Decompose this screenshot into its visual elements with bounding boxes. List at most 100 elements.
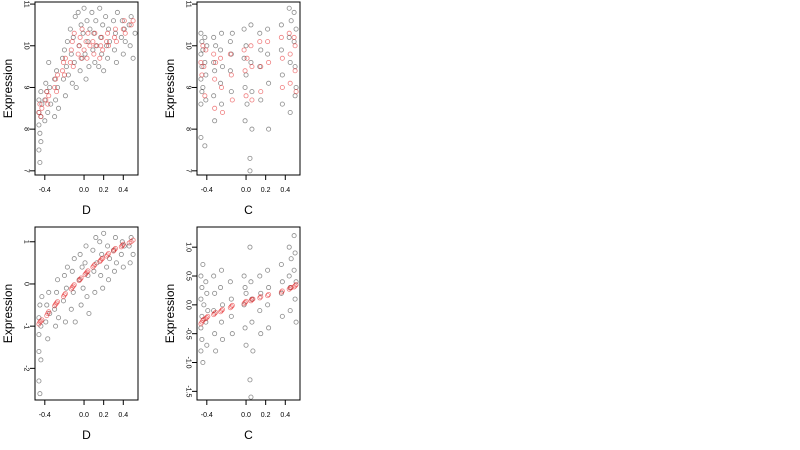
observed-point bbox=[43, 319, 49, 325]
fitted-point bbox=[242, 300, 248, 306]
observed-point bbox=[77, 251, 83, 257]
observed-point bbox=[69, 268, 75, 274]
fitted-point bbox=[205, 313, 211, 319]
observed-point bbox=[87, 26, 93, 32]
observed-point bbox=[63, 285, 69, 291]
fitted-point bbox=[278, 289, 284, 295]
fitted-point bbox=[70, 283, 76, 289]
observed-point bbox=[84, 294, 90, 300]
fitted-point bbox=[291, 34, 297, 40]
fitted-point bbox=[250, 296, 256, 302]
fitted-point bbox=[53, 76, 59, 82]
observed-point bbox=[38, 139, 44, 145]
observed-point bbox=[36, 332, 42, 338]
observed-point bbox=[227, 279, 233, 285]
observed-point bbox=[286, 5, 292, 11]
observed-point bbox=[45, 109, 51, 115]
fitted-point bbox=[78, 55, 84, 61]
series-fitted bbox=[36, 18, 136, 120]
fitted-point bbox=[227, 51, 233, 57]
observed-point bbox=[53, 323, 59, 329]
x-tick-label: -0.4 bbox=[39, 187, 51, 194]
fitted-point bbox=[91, 51, 97, 57]
observed-point bbox=[84, 18, 90, 24]
observed-point bbox=[105, 243, 111, 249]
observed-point bbox=[199, 89, 205, 95]
fitted-point bbox=[111, 34, 117, 40]
fitted-point bbox=[69, 39, 75, 45]
observed-point bbox=[110, 18, 116, 24]
y-axis-label: Expression bbox=[1, 284, 15, 343]
observed-point bbox=[227, 39, 233, 45]
observed-point bbox=[266, 80, 272, 86]
observed-point bbox=[43, 80, 49, 86]
y-tick-label: 0.5 bbox=[185, 271, 192, 281]
observed-point bbox=[247, 244, 253, 250]
observed-point bbox=[98, 273, 104, 279]
fitted-point bbox=[70, 64, 76, 70]
fitted-point bbox=[243, 298, 249, 304]
fitted-point bbox=[202, 93, 208, 99]
observed-point bbox=[60, 298, 66, 304]
observed-point bbox=[89, 9, 95, 15]
observed-point bbox=[248, 22, 254, 28]
fitted-point bbox=[76, 43, 82, 49]
fitted-point bbox=[257, 39, 263, 45]
observed-point bbox=[199, 285, 205, 291]
observed-point bbox=[198, 273, 204, 279]
observed-point bbox=[247, 168, 253, 174]
y-tick-label: 11 bbox=[22, 0, 29, 7]
observed-point bbox=[292, 93, 298, 99]
observed-point bbox=[47, 84, 53, 90]
observed-point bbox=[247, 155, 253, 161]
observed-point bbox=[198, 296, 204, 302]
observed-point bbox=[103, 14, 109, 20]
fitted-point bbox=[113, 39, 119, 45]
fitted-point bbox=[279, 55, 285, 61]
observed-point bbox=[278, 22, 284, 28]
observed-point bbox=[291, 233, 297, 239]
fitted-point bbox=[287, 80, 293, 86]
fitted-point bbox=[228, 304, 234, 310]
fitted-point bbox=[54, 89, 60, 95]
fitted-point bbox=[71, 282, 77, 288]
observed-point bbox=[82, 260, 88, 266]
observed-point bbox=[39, 294, 45, 300]
y-tick-label: 7 bbox=[22, 169, 29, 173]
fitted-point bbox=[87, 43, 93, 49]
observed-point bbox=[36, 147, 42, 153]
observed-point bbox=[60, 76, 66, 82]
y-tick-label: 1.0 bbox=[184, 242, 191, 252]
series-fitted bbox=[198, 30, 299, 115]
fitted-point bbox=[105, 252, 111, 258]
observed-point bbox=[293, 26, 299, 32]
observed-point bbox=[292, 296, 298, 302]
observed-point bbox=[92, 289, 98, 295]
observed-point bbox=[80, 285, 86, 291]
fitted-point bbox=[81, 47, 87, 53]
fitted-point bbox=[130, 18, 136, 24]
fitted-point bbox=[99, 256, 105, 262]
observed-point bbox=[91, 268, 97, 274]
observed-point bbox=[291, 9, 297, 15]
observed-point bbox=[293, 84, 299, 90]
fitted-point bbox=[106, 251, 112, 257]
fitted-point bbox=[111, 247, 117, 253]
observed-point bbox=[81, 5, 87, 11]
observed-point bbox=[213, 43, 219, 49]
observed-point bbox=[86, 64, 92, 70]
observed-point bbox=[241, 273, 247, 279]
observed-point bbox=[198, 101, 204, 107]
fitted-point bbox=[105, 30, 111, 36]
observed-point bbox=[211, 34, 217, 40]
observed-point bbox=[242, 118, 248, 124]
x-tick-label: 0.0 bbox=[241, 187, 251, 194]
fitted-point bbox=[38, 318, 44, 324]
observed-point bbox=[243, 342, 249, 348]
observed-point bbox=[52, 114, 58, 120]
observed-point bbox=[198, 134, 204, 140]
fitted-point bbox=[218, 55, 224, 61]
fitted-point bbox=[39, 317, 45, 323]
x-tick-label: 0.0 bbox=[241, 412, 251, 419]
observed-point bbox=[200, 261, 206, 267]
